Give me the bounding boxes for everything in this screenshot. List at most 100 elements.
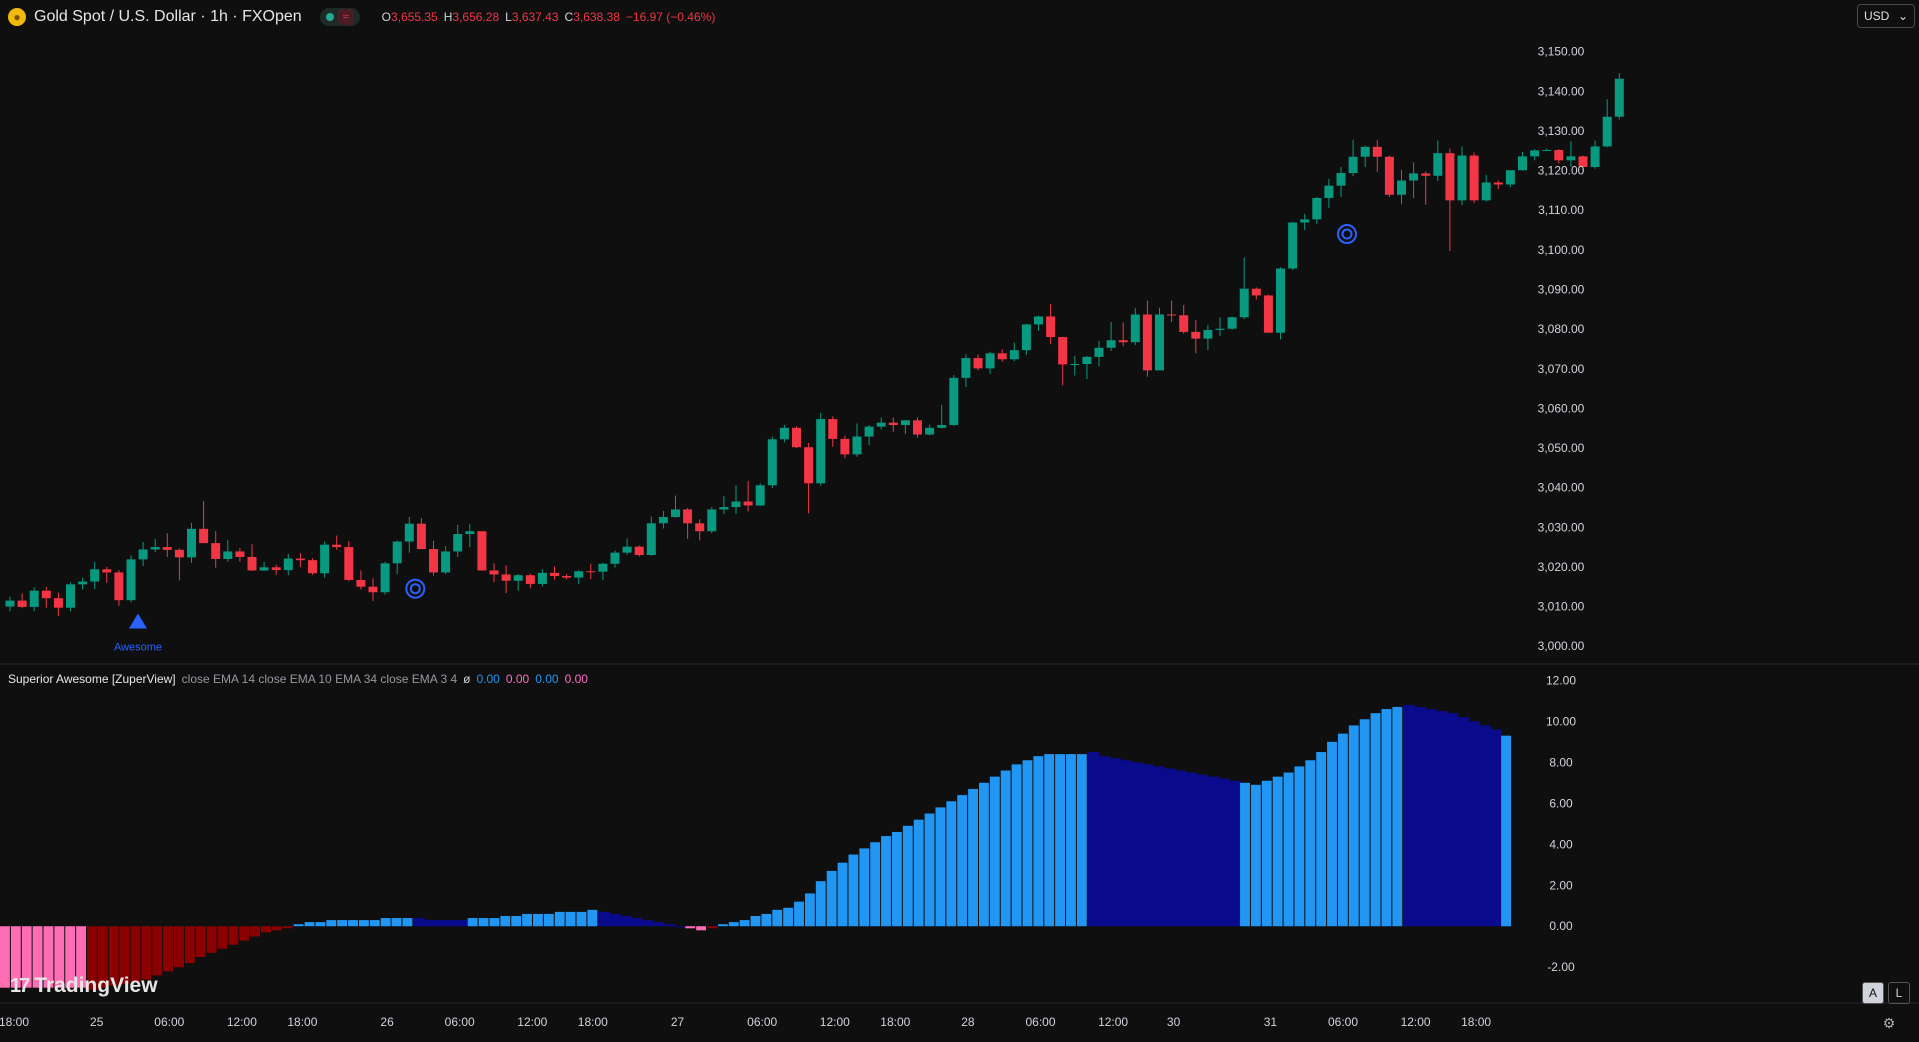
histogram-bar bbox=[1207, 776, 1219, 927]
histogram-bar bbox=[21, 926, 32, 988]
time-tick-label: 06:00 bbox=[445, 1015, 475, 1029]
candle-body bbox=[961, 358, 971, 378]
close-value: 3,638.38 bbox=[573, 10, 620, 24]
candle-body bbox=[78, 581, 88, 585]
time-tick-label: 12:00 bbox=[820, 1015, 850, 1029]
candle bbox=[1167, 300, 1177, 322]
candle-body bbox=[344, 547, 354, 580]
candle bbox=[271, 564, 281, 575]
candle bbox=[1469, 152, 1479, 204]
symbol-title[interactable]: Gold Spot / U.S. Dollar · 1h · FXOpen bbox=[34, 8, 302, 25]
signal-ring bbox=[1337, 224, 1357, 245]
candle-body bbox=[562, 576, 572, 578]
candle bbox=[1118, 322, 1128, 347]
candle bbox=[840, 435, 850, 459]
candle bbox=[550, 566, 559, 580]
histogram-bar bbox=[891, 831, 902, 927]
chevron-down-icon: ⌄ bbox=[1897, 9, 1908, 23]
candle bbox=[1409, 162, 1419, 198]
candle bbox=[114, 570, 124, 606]
price-tick-label: 3,070.00 bbox=[1538, 362, 1585, 376]
price-tick-label: 3,120.00 bbox=[1538, 164, 1585, 178]
histogram-bar bbox=[1414, 706, 1426, 927]
histogram-bar bbox=[652, 922, 665, 927]
candle-body bbox=[525, 575, 535, 584]
currency-select[interactable]: USD ⌄ bbox=[1857, 4, 1915, 28]
histogram-bar bbox=[1174, 770, 1187, 927]
candle-body bbox=[658, 516, 668, 524]
candle bbox=[695, 519, 705, 541]
time-axis: 18:00 25 06:00 12:00 18:00 26 06:00 12:00 18:00 2… bbox=[0, 1015, 1491, 1029]
price-tick-label: 3,140.00 bbox=[1538, 84, 1585, 98]
candle bbox=[1384, 155, 1394, 198]
candle bbox=[1058, 336, 1068, 386]
candle bbox=[416, 518, 426, 550]
price-tick-label: 3,000.00 bbox=[1538, 639, 1585, 653]
price-tick-label: 3,080.00 bbox=[1538, 322, 1585, 336]
histogram-bar bbox=[848, 854, 859, 927]
tradingview-mark-icon: 17 bbox=[10, 974, 30, 997]
histogram-bar bbox=[87, 926, 97, 990]
candle bbox=[380, 561, 390, 595]
auto-scale-button[interactable]: A bbox=[1862, 982, 1884, 1004]
candle-body bbox=[1493, 182, 1503, 185]
candle bbox=[719, 495, 729, 515]
candle bbox=[1493, 180, 1503, 190]
candle-body bbox=[1505, 170, 1515, 185]
candle bbox=[1397, 169, 1406, 205]
log-scale-button[interactable]: L bbox=[1888, 982, 1910, 1004]
candle-body bbox=[574, 571, 584, 578]
indicator-legend[interactable]: Superior Awesome [ZuperView] close EMA 1… bbox=[8, 672, 588, 686]
histogram-bar bbox=[1446, 713, 1459, 927]
histogram-bar bbox=[130, 926, 141, 982]
histogram-bar bbox=[750, 915, 761, 927]
candle bbox=[1094, 341, 1104, 367]
price-tick-label: 3,090.00 bbox=[1538, 283, 1585, 297]
candle-body bbox=[586, 571, 596, 573]
market-status-pill[interactable]: ≈ bbox=[319, 8, 360, 26]
histogram-bar bbox=[1120, 760, 1132, 927]
candle bbox=[1554, 149, 1564, 164]
candle-body bbox=[1300, 219, 1310, 223]
candle-body bbox=[1421, 173, 1431, 176]
candle-body bbox=[380, 563, 390, 593]
candle bbox=[223, 539, 233, 562]
candle bbox=[1433, 140, 1443, 181]
histogram-bar bbox=[358, 920, 369, 927]
histogram-bar bbox=[968, 788, 978, 927]
candle bbox=[344, 541, 354, 582]
tradingview-logo[interactable]: 17 TradingView bbox=[10, 974, 158, 998]
candle bbox=[828, 416, 838, 447]
signal-ring-inner bbox=[1341, 228, 1353, 240]
indicator-name[interactable]: Superior Awesome [ZuperView] bbox=[8, 672, 176, 686]
candle bbox=[707, 507, 717, 534]
price-tick-label: 3,150.00 bbox=[1538, 45, 1585, 59]
candle-body bbox=[610, 552, 620, 564]
candle bbox=[1590, 140, 1600, 169]
histogram-bar bbox=[1424, 709, 1437, 927]
candle bbox=[138, 541, 148, 567]
candle bbox=[489, 563, 499, 583]
candle-body bbox=[356, 579, 366, 587]
candle bbox=[1602, 99, 1612, 148]
candle bbox=[537, 569, 547, 587]
candle-body bbox=[392, 541, 402, 564]
candle bbox=[1251, 287, 1261, 300]
candle-body bbox=[1021, 324, 1031, 351]
gear-icon[interactable]: ⚙ bbox=[1882, 1014, 1896, 1031]
candle-body bbox=[1578, 156, 1588, 168]
histogram-bar bbox=[1076, 754, 1087, 927]
histogram-bar bbox=[674, 926, 686, 928]
candle bbox=[5, 596, 15, 612]
candle-body bbox=[1409, 173, 1419, 181]
buy-signal-triangle bbox=[129, 613, 147, 629]
candle bbox=[90, 561, 100, 590]
signal-label: Awesome bbox=[114, 641, 162, 653]
candle-body bbox=[1191, 331, 1201, 339]
candle-body bbox=[416, 523, 426, 550]
histogram-bar bbox=[369, 920, 380, 927]
candle-body bbox=[223, 551, 233, 559]
histogram-bar bbox=[467, 918, 478, 927]
candle bbox=[634, 545, 644, 557]
